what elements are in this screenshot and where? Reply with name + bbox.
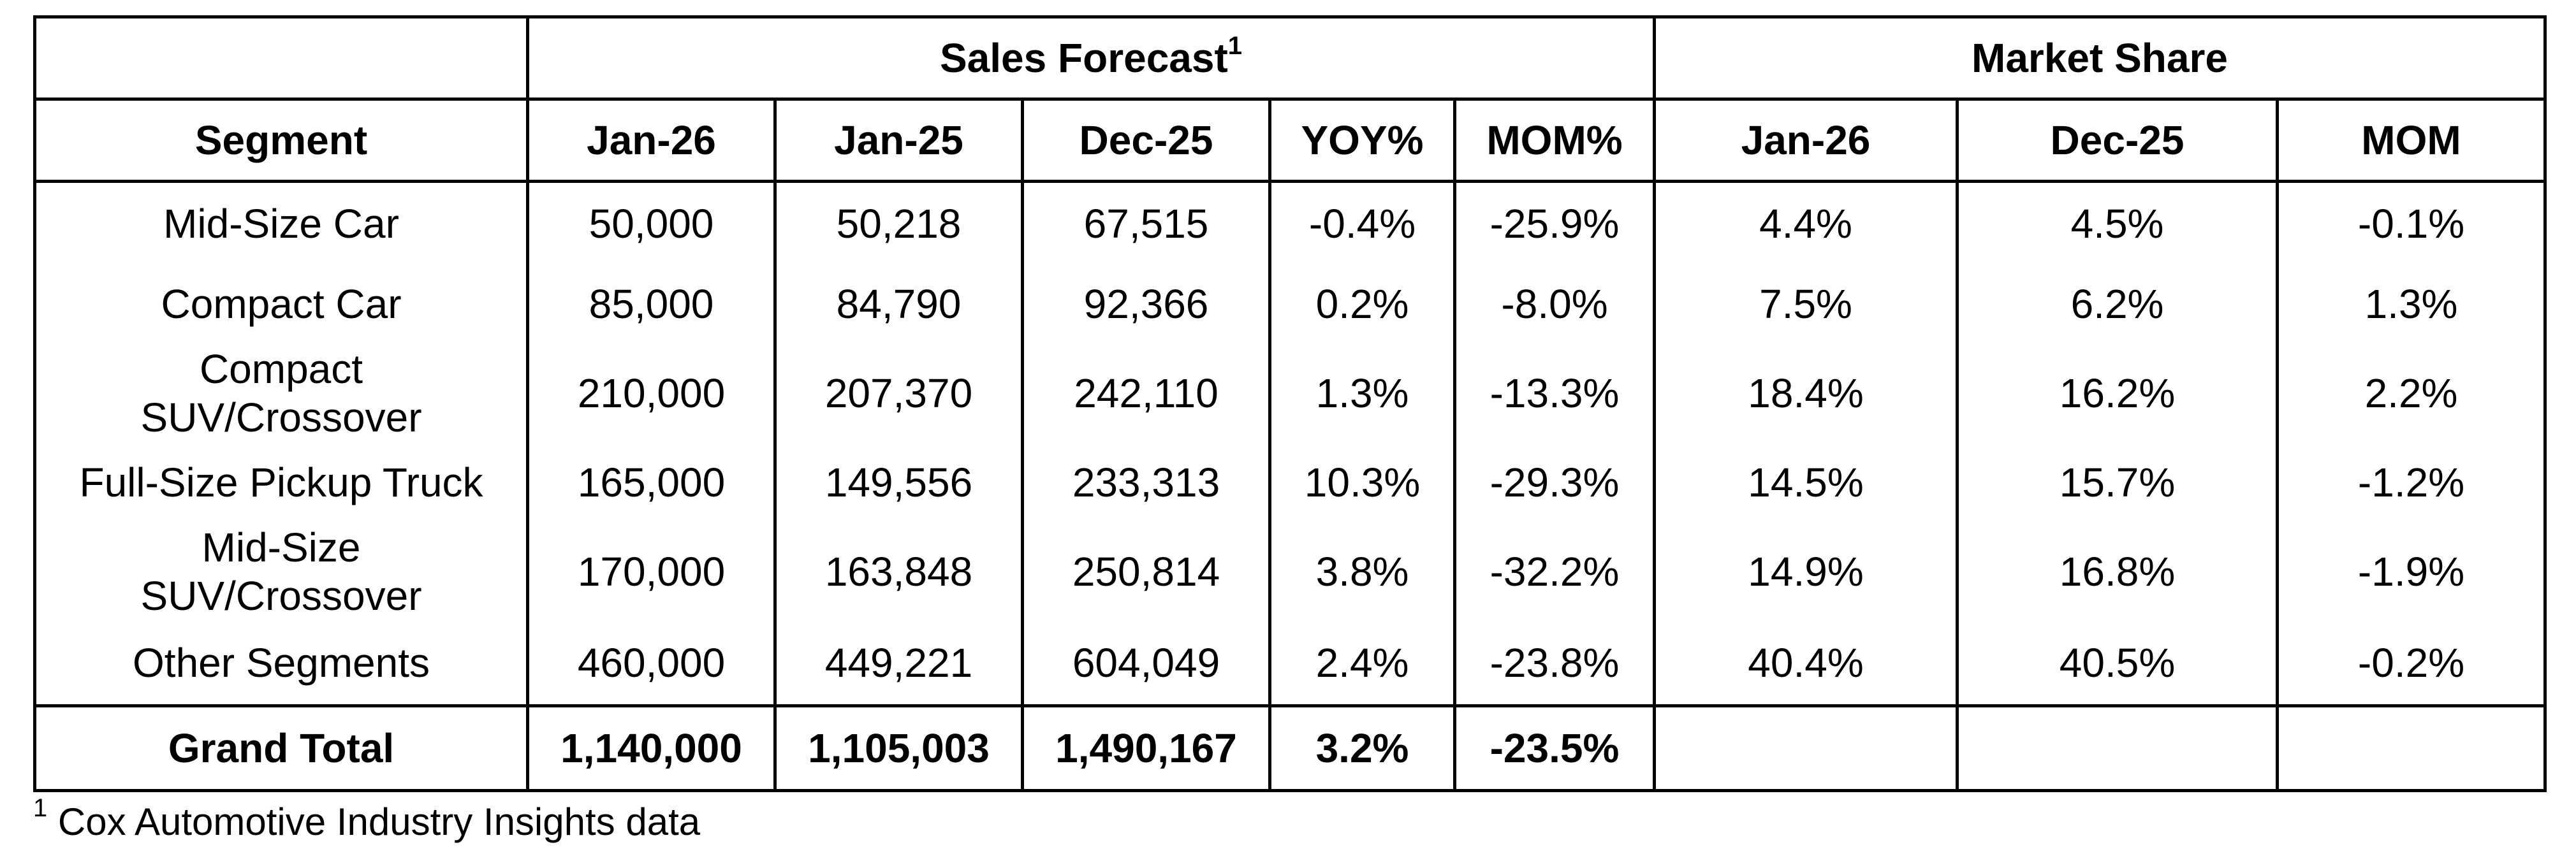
column-header-sales-jan26: Jan-26 xyxy=(526,98,777,183)
table-row: Mid-Size SUV/Crossover 170,000 163,848 25… xyxy=(33,522,2547,621)
share-jan26-cell: 4.4% xyxy=(1653,181,1959,264)
total-share-dec25-cell xyxy=(1956,704,2279,792)
table-row: Other Segments 460,000 449,221 604,049 2… xyxy=(33,621,2547,707)
share-mom-cell: -1.2% xyxy=(2276,443,2547,522)
yoy-cell: 0.2% xyxy=(1268,264,1456,344)
total-share-mom-cell xyxy=(2276,704,2547,792)
mom-pct-cell: -25.9% xyxy=(1453,181,1656,264)
sales-dec25-cell: 67,515 xyxy=(1021,181,1271,264)
share-jan26-cell: 14.9% xyxy=(1653,522,1959,621)
share-dec25-cell: 6.2% xyxy=(1956,264,2279,344)
yoy-cell: 2.4% xyxy=(1268,621,1456,707)
column-header-share-mom: MOM xyxy=(2276,98,2547,183)
share-dec25-cell: 4.5% xyxy=(1956,181,2279,264)
share-mom-cell: 2.2% xyxy=(2276,344,2547,443)
sales-jan25-cell: 50,218 xyxy=(773,181,1024,264)
yoy-cell: 10.3% xyxy=(1268,443,1456,522)
sales-jan26-cell: 460,000 xyxy=(526,621,777,707)
segment-cell: Full-Size Pickup Truck xyxy=(33,443,529,522)
column-header-sales-dec25: Dec-25 xyxy=(1021,98,1271,183)
share-dec25-cell: 15.7% xyxy=(1956,443,2279,522)
table-row: Compact SUV/Crossover 210,000 207,370 242… xyxy=(33,344,2547,443)
table-row: Full-Size Pickup Truck 165,000 149,556 2… xyxy=(33,443,2547,522)
sales-jan26-cell: 85,000 xyxy=(526,264,777,344)
share-dec25-cell: 16.8% xyxy=(1956,522,2279,621)
segment-line-1: Mid-Size xyxy=(201,525,361,570)
total-sales-jan26-cell: 1,140,000 xyxy=(526,704,777,792)
column-header-share-jan26: Jan-26 xyxy=(1653,98,1959,183)
total-yoy-cell: 3.2% xyxy=(1268,704,1456,792)
sales-jan25-cell: 84,790 xyxy=(773,264,1024,344)
segment-cell: Mid-Size SUV/Crossover xyxy=(33,522,529,621)
column-header-mom-pct: MOM% xyxy=(1453,98,1656,183)
segment-cell: Compact SUV/Crossover xyxy=(33,344,529,443)
sales-forecast-header-label: Sales Forecast xyxy=(939,35,1228,81)
table-row: Compact Car 85,000 84,790 92,366 0.2% -8… xyxy=(33,264,2547,344)
sales-forecast-header: Sales Forecast1 xyxy=(526,15,1656,101)
sales-jan26-cell: 170,000 xyxy=(526,522,777,621)
segment-line-2: SUV/Crossover xyxy=(140,394,422,440)
sales-forecast-footnote-mark: 1 xyxy=(1227,31,1243,60)
share-mom-cell: -0.2% xyxy=(2276,621,2547,707)
share-jan26-cell: 40.4% xyxy=(1653,621,1959,707)
sales-dec25-cell: 604,049 xyxy=(1021,621,1271,707)
segment-line-1: Compact xyxy=(199,346,363,392)
mom-pct-cell: -23.8% xyxy=(1453,621,1656,707)
segment-cell: Other Segments xyxy=(33,621,529,707)
share-jan26-cell: 14.5% xyxy=(1653,443,1959,522)
column-header-segment: Segment xyxy=(33,98,529,183)
total-mom-pct-cell: -23.5% xyxy=(1453,704,1656,792)
sales-jan25-cell: 149,556 xyxy=(773,443,1024,522)
sales-jan26-cell: 210,000 xyxy=(526,344,777,443)
sales-dec25-cell: 250,814 xyxy=(1021,522,1271,621)
yoy-cell: 1.3% xyxy=(1268,344,1456,443)
footnote-mark: 1 xyxy=(33,794,48,822)
header-empty-cell xyxy=(33,15,529,101)
source-footnote: 1 Cox Automotive Industry Insights data xyxy=(33,789,700,846)
segment-cell: Mid-Size Car xyxy=(33,181,529,264)
share-mom-cell: -1.9% xyxy=(2276,522,2547,621)
share-mom-cell: -0.1% xyxy=(2276,181,2547,264)
segment-cell: Compact Car xyxy=(33,264,529,344)
total-sales-jan25-cell: 1,105,003 xyxy=(773,704,1024,792)
sales-jan26-cell: 165,000 xyxy=(526,443,777,522)
table-row: Mid-Size Car 50,000 50,218 67,515 -0.4% … xyxy=(33,181,2547,264)
yoy-cell: 3.8% xyxy=(1268,522,1456,621)
column-header-row: Segment Jan-26 Jan-25 Dec-25 YOY% MOM% J… xyxy=(33,98,2547,183)
yoy-cell: -0.4% xyxy=(1268,181,1456,264)
market-share-header: Market Share xyxy=(1653,15,2547,101)
column-header-sales-jan25: Jan-25 xyxy=(773,98,1024,183)
sales-dec25-cell: 233,313 xyxy=(1021,443,1271,522)
share-mom-cell: 1.3% xyxy=(2276,264,2547,344)
share-dec25-cell: 40.5% xyxy=(1956,621,2279,707)
header-group-row: Sales Forecast1 Market Share xyxy=(33,15,2547,101)
sales-jan25-cell: 163,848 xyxy=(773,522,1024,621)
mom-pct-cell: -29.3% xyxy=(1453,443,1656,522)
share-jan26-cell: 7.5% xyxy=(1653,264,1959,344)
share-dec25-cell: 16.2% xyxy=(1956,344,2279,443)
column-header-share-dec25: Dec-25 xyxy=(1956,98,2279,183)
mom-pct-cell: -32.2% xyxy=(1453,522,1656,621)
sales-forecast-table-container: Sales Forecast1 Market Share Segment Jan… xyxy=(33,15,2547,792)
column-header-yoy: YOY% xyxy=(1268,98,1456,183)
sales-jan25-cell: 207,370 xyxy=(773,344,1024,443)
sales-jan25-cell: 449,221 xyxy=(773,621,1024,707)
sales-dec25-cell: 242,110 xyxy=(1021,344,1271,443)
total-share-jan26-cell xyxy=(1653,704,1959,792)
sales-dec25-cell: 92,366 xyxy=(1021,264,1271,344)
grand-total-label: Grand Total xyxy=(33,704,529,792)
sales-forecast-table: Sales Forecast1 Market Share Segment Jan… xyxy=(33,15,2547,792)
mom-pct-cell: -13.3% xyxy=(1453,344,1656,443)
footnote-text: Cox Automotive Industry Insights data xyxy=(57,800,701,843)
mom-pct-cell: -8.0% xyxy=(1453,264,1656,344)
segment-line-2: SUV/Crossover xyxy=(140,573,422,619)
total-sales-dec25-cell: 1,490,167 xyxy=(1021,704,1271,792)
sales-jan26-cell: 50,000 xyxy=(526,181,777,264)
grand-total-row: Grand Total 1,140,000 1,105,003 1,490,16… xyxy=(33,704,2547,792)
share-jan26-cell: 18.4% xyxy=(1653,344,1959,443)
